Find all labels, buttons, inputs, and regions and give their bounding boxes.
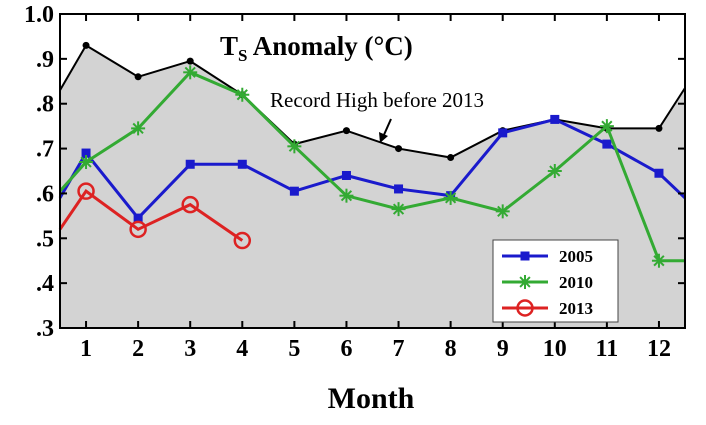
x-tick-label: 5	[288, 336, 300, 362]
series-point-2010	[599, 119, 614, 134]
series-point-2010	[235, 87, 250, 102]
chart-title-suffix: Anomaly (°C)	[247, 31, 412, 61]
record-high-point	[82, 41, 90, 49]
series-point-2010	[79, 155, 94, 170]
series-point-2010	[131, 121, 146, 136]
series-point-2010	[391, 202, 406, 217]
x-tick-label: 12	[647, 336, 671, 362]
y-tick-label: .4	[36, 271, 54, 297]
series-point-2010	[183, 65, 198, 80]
series-point-2005	[394, 184, 404, 194]
x-tick-label: 1	[80, 336, 92, 362]
y-tick-label: 1.0	[24, 2, 54, 28]
series-line-2005	[58, 117, 687, 221]
y-tick-label: .5	[36, 226, 54, 252]
record-high-point	[655, 124, 663, 132]
record-high-label: Record High before 2013	[270, 88, 484, 112]
y-tick-label: .3	[36, 316, 54, 342]
y-tick-label: .7	[36, 137, 54, 163]
record-high-point	[342, 127, 350, 135]
x-tick-label: 6	[340, 336, 352, 362]
series-point-2005	[654, 168, 664, 178]
series-point-2005	[81, 148, 91, 158]
series-line-2010	[58, 70, 685, 263]
y-tick-label: .6	[36, 181, 54, 207]
series-point-2005	[185, 159, 195, 169]
x-axis-label: Month	[328, 382, 415, 415]
series-point-2005	[289, 186, 299, 196]
y-tick-label: .9	[36, 47, 54, 73]
x-tick-label: 3	[184, 336, 196, 362]
legend: 2005 2010 2013	[492, 239, 619, 323]
legend-marker-2013	[516, 299, 534, 317]
record-high-point	[186, 57, 194, 65]
series-point-2010	[443, 190, 458, 205]
series-point-2005	[237, 159, 247, 169]
record-high-line	[59, 44, 686, 159]
plot-frame	[59, 13, 686, 329]
series-line-2013	[58, 189, 244, 242]
series-point-2005	[602, 139, 612, 149]
series-point-2010	[547, 164, 562, 178]
y-tick-label: .8	[36, 92, 54, 118]
series-point-2010	[651, 253, 666, 268]
legend-marker-2010	[518, 275, 532, 289]
series-point-2010	[339, 188, 354, 203]
legend-label-2010: 2010	[559, 273, 593, 292]
chart-title: TS Anomaly (°C)	[220, 31, 413, 65]
x-tick-label: 9	[497, 336, 509, 362]
series-point-2010	[287, 139, 302, 154]
axes-layer	[59, 13, 686, 329]
x-tick-label: 10	[543, 336, 567, 362]
record-high-point	[134, 73, 142, 81]
x-tick-label: 8	[445, 336, 457, 362]
tick-labels-layer: .3.4.5.6.7.8.91.01 2 3 4 5 6 7 8 9 10 11 12	[24, 2, 671, 362]
series-point-2005	[133, 213, 143, 223]
series-point-2005	[341, 170, 351, 180]
record-high-point	[395, 145, 403, 153]
record-high-annotation: Record High before 2013	[270, 88, 484, 143]
x-tick-label: 7	[393, 336, 405, 362]
series-point-2010	[495, 204, 510, 219]
record-high-arrowhead	[379, 132, 388, 143]
legend-label-2005: 2005	[559, 247, 593, 266]
chart-title-subscript: S	[238, 46, 247, 65]
series-point-2005	[550, 114, 560, 124]
legend-label-2013: 2013	[559, 299, 593, 318]
x-tick-label: 4	[236, 336, 248, 362]
x-tick-label: 2	[132, 336, 144, 362]
legend-marker-2005	[520, 251, 530, 261]
series-point-2013	[181, 195, 199, 214]
series-lines-layer	[58, 65, 687, 268]
series-point-2013	[129, 220, 147, 239]
series-point-2013	[233, 231, 252, 250]
record-high-point	[447, 154, 455, 162]
series-point-2013	[77, 182, 95, 200]
series-point-2005	[498, 128, 508, 138]
x-tick-label: 11	[596, 336, 619, 362]
record-high-arrow	[382, 118, 392, 138]
